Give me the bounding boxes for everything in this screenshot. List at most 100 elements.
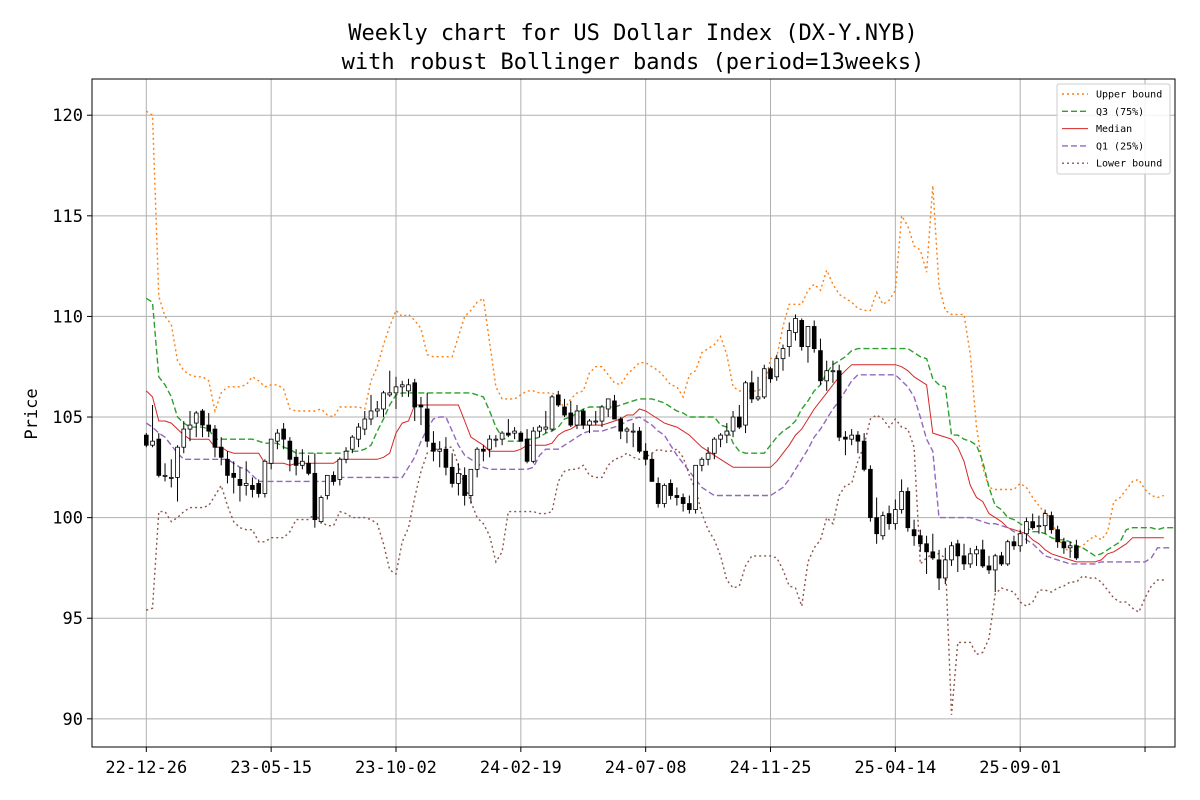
candle-up <box>512 430 517 434</box>
candle-up <box>543 426 549 430</box>
candle-down <box>680 497 686 504</box>
candle-down <box>412 382 418 408</box>
x-tick-label: 24-11-25 <box>730 758 812 778</box>
candle-down <box>580 410 586 426</box>
candle-up <box>1017 533 1023 547</box>
candle-up <box>349 436 355 450</box>
candle-up <box>730 416 736 432</box>
candle-up <box>761 368 767 398</box>
candle-down <box>737 416 742 428</box>
candle-down <box>462 474 467 496</box>
candle-up <box>899 491 904 510</box>
series-q1-line <box>145 374 1170 565</box>
series-lines <box>145 110 1175 715</box>
candle-down <box>918 535 923 545</box>
candle-down <box>1061 541 1067 549</box>
candle-down <box>618 418 624 432</box>
candle-up <box>168 476 174 479</box>
candle-down <box>649 458 655 482</box>
candle-up <box>830 370 836 373</box>
candle-up <box>967 553 973 565</box>
candle-down <box>1055 529 1060 543</box>
candle-up <box>849 434 854 440</box>
candle-up <box>381 392 386 410</box>
candle-down <box>868 468 873 519</box>
candle-down <box>749 382 755 400</box>
candle-down <box>836 370 842 438</box>
y-tick-label: 90 <box>63 710 83 730</box>
candle-up <box>275 432 280 442</box>
candle-up <box>893 509 898 525</box>
series-median-line <box>145 364 1164 563</box>
candle-up <box>262 460 268 494</box>
candle-up <box>499 432 505 440</box>
candle-down <box>568 412 574 426</box>
candle-down <box>212 428 218 448</box>
legend-label-lower: Lower bound <box>1096 159 1162 170</box>
chart-title-line1: Weekly chart for US Dollar Index (DX-Y.N… <box>348 21 918 46</box>
candle-up <box>387 392 393 396</box>
candle-up <box>992 555 998 571</box>
candle-down <box>874 517 879 535</box>
candle-down <box>443 448 449 468</box>
candle-down <box>518 432 524 442</box>
candle-up <box>531 430 536 462</box>
candle-down <box>955 543 961 557</box>
candle-down <box>250 485 255 490</box>
y-tick-label: 105 <box>52 408 83 428</box>
candle-down <box>144 434 149 446</box>
candlesticks <box>144 314 1079 593</box>
series-upper-line <box>145 110 1165 553</box>
series-lower-line <box>146 414 1164 715</box>
candle-up <box>150 440 155 446</box>
candle-down <box>674 495 680 498</box>
candle-up <box>1024 521 1029 535</box>
candle-down <box>1074 545 1079 559</box>
candle-down <box>861 440 867 470</box>
candle-up <box>181 428 187 448</box>
candle-down <box>287 440 293 460</box>
x-tick-label: 23-10-02 <box>355 758 437 778</box>
candle-up <box>880 515 886 537</box>
candle-down <box>424 408 430 442</box>
candle-down <box>256 483 261 494</box>
candle-up <box>693 464 698 510</box>
candle-up <box>175 446 180 478</box>
candle-down <box>655 483 661 504</box>
candle-up <box>1042 513 1048 527</box>
candle-up <box>537 426 542 432</box>
candle-up <box>630 430 636 433</box>
candle-up <box>805 326 811 348</box>
candle-up <box>487 438 492 450</box>
chart-title-line2: with robust Bollinger bands (period=13we… <box>342 50 925 75</box>
candle-up <box>268 438 274 464</box>
y-tick-label: 115 <box>52 207 83 227</box>
candle-down <box>231 472 236 478</box>
candle-down <box>961 555 967 565</box>
candle-up <box>300 460 305 466</box>
candle-up <box>774 358 780 378</box>
candle-down <box>237 478 243 486</box>
candle-up <box>718 434 723 440</box>
candle-up <box>337 458 343 480</box>
candle-up <box>1005 541 1011 565</box>
candle-down <box>818 350 823 382</box>
y-tick-label: 100 <box>52 509 83 529</box>
candle-up <box>399 384 405 388</box>
candle-up <box>624 428 630 432</box>
candle-up <box>705 452 711 460</box>
y-tick-label: 120 <box>52 106 83 126</box>
x-tick-label: 24-07-08 <box>605 758 687 778</box>
candle-up <box>162 474 168 477</box>
candle-down <box>293 456 299 466</box>
candle-up <box>437 448 442 452</box>
candle-up <box>662 485 667 504</box>
candle-down <box>555 394 561 406</box>
candle-down <box>1011 541 1017 547</box>
candle-down <box>481 448 486 452</box>
candle-up <box>325 474 330 496</box>
candle-down <box>843 436 848 440</box>
legend-box <box>1056 83 1171 175</box>
candle-down <box>799 320 805 348</box>
candle-down <box>612 400 617 420</box>
